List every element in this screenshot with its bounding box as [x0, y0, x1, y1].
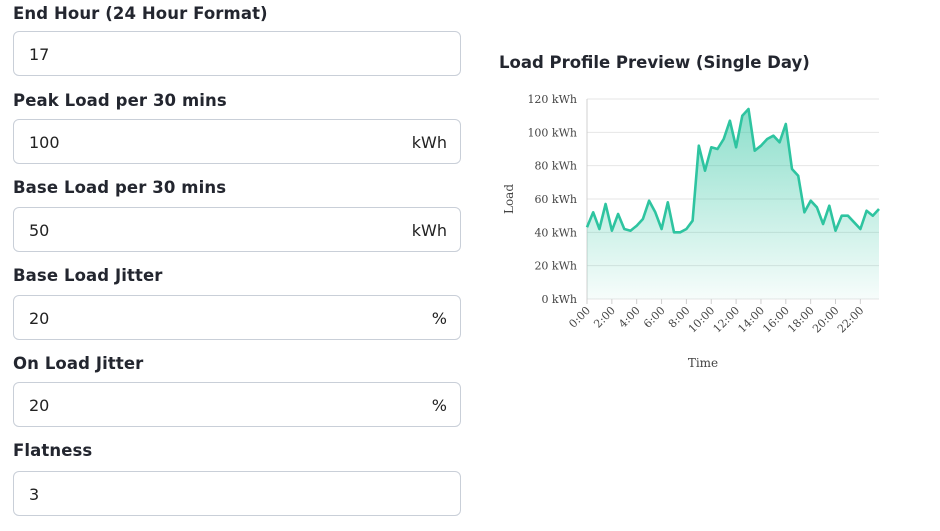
x-tick-label: 2:00: [591, 304, 618, 331]
x-axis-title: Time: [688, 356, 718, 370]
base-load-label: Base Load per 30 mins: [13, 178, 227, 197]
base-load-value: 50: [29, 221, 50, 240]
x-tick-label: 18:00: [785, 304, 817, 336]
load-profile-chart: 0 kWh 20 kWh 40 kWh 60 kWh 80 kWh 100 kWh 120 …: [502, 93, 880, 370]
y-axis-title: Load: [502, 184, 516, 214]
flatness-value: 3: [29, 485, 40, 504]
series-area: [587, 109, 879, 299]
end-hour-input[interactable]: 17: [13, 31, 461, 76]
on-jitter-input[interactable]: 20 %: [13, 382, 461, 427]
peak-load-value: 100: [29, 133, 60, 152]
end-hour-label: End Hour (24 Hour Format): [13, 4, 268, 23]
base-jitter-label: Base Load Jitter: [13, 266, 163, 285]
base-load-unit: kWh: [411, 221, 447, 240]
x-tick-label: 22:00: [835, 304, 867, 336]
x-tick-label: 20:00: [810, 304, 842, 336]
on-jitter-label: On Load Jitter: [13, 354, 144, 373]
x-tick-label: 4:00: [616, 304, 643, 331]
base-jitter-value: 20: [29, 309, 50, 328]
peak-load-label: Peak Load per 30 mins: [13, 91, 227, 110]
base-jitter-input[interactable]: 20 %: [13, 295, 461, 340]
y-tick-label: 80 kWh: [534, 160, 577, 173]
chart-title: Load Profile Preview (Single Day): [499, 53, 810, 72]
peak-load-input[interactable]: 100 kWh: [13, 119, 461, 164]
end-hour-value: 17: [29, 45, 50, 64]
base-jitter-unit: %: [431, 309, 447, 328]
y-tick-label: 20 kWh: [534, 260, 577, 273]
on-jitter-value: 20: [29, 396, 50, 415]
peak-load-unit: kWh: [411, 133, 447, 152]
x-tick-label: 16:00: [760, 304, 792, 336]
y-tick-label: 60 kWh: [534, 193, 577, 206]
x-tick-label: 6:00: [641, 304, 668, 331]
x-tick-label: 10:00: [686, 304, 718, 336]
y-tick-label: 40 kWh: [534, 226, 577, 239]
flatness-input[interactable]: 3: [13, 471, 461, 516]
x-tick-label: 0:00: [566, 304, 593, 331]
x-tick-label: 14:00: [735, 304, 767, 336]
y-tick-label: 120 kWh: [527, 93, 577, 106]
flatness-label: Flatness: [13, 441, 93, 460]
on-jitter-unit: %: [431, 396, 447, 415]
series-line: [585, 107, 880, 234]
y-tick-label: 100 kWh: [527, 126, 577, 139]
y-tick-label: 0 kWh: [541, 293, 577, 306]
x-tick-label: 12:00: [711, 304, 743, 336]
base-load-input[interactable]: 50 kWh: [13, 207, 461, 252]
